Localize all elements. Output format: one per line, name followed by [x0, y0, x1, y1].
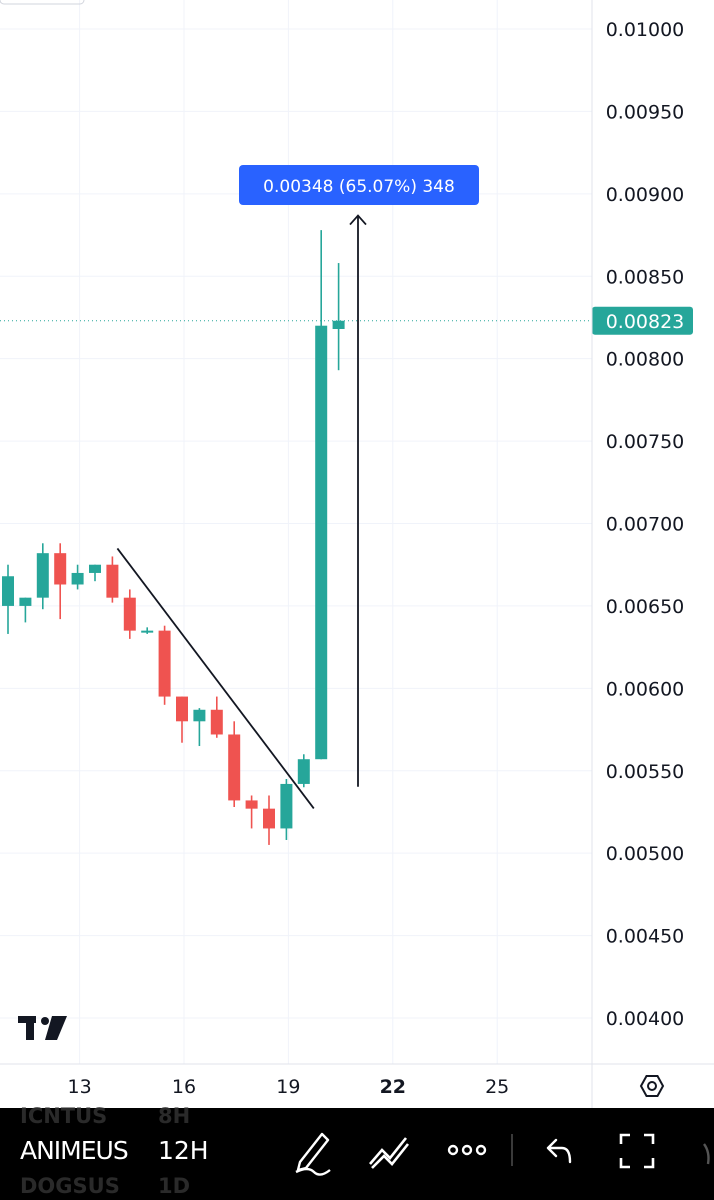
- pen-icon[interactable]: [290, 1128, 336, 1176]
- y-tick-label: 0.00450: [606, 926, 685, 948]
- annotations: 0.00348 (65.07%) 348: [0, 165, 592, 809]
- candle-body: [210, 709, 223, 735]
- candle-body: [19, 597, 32, 606]
- candle-body: [71, 572, 84, 585]
- candle-body: [297, 759, 310, 784]
- toolbar-separator: [511, 1134, 513, 1166]
- candle[interactable]: [280, 778, 293, 840]
- interval-ghost-top[interactable]: 8H: [158, 1104, 191, 1128]
- candle[interactable]: [315, 230, 328, 760]
- candle[interactable]: [36, 543, 49, 610]
- candle[interactable]: [2, 564, 14, 634]
- current-price-label-text: 0.00823: [606, 311, 685, 333]
- candle-body: [263, 808, 275, 829]
- symbol-selector[interactable]: ANIMEUS: [20, 1136, 129, 1165]
- candle-body: [54, 553, 67, 585]
- x-axis: 13 16 19 22 25: [68, 1076, 510, 1098]
- current-price-label-bg: [592, 306, 693, 335]
- candle[interactable]: [297, 754, 310, 788]
- candle-body: [245, 800, 258, 809]
- y-tick-label: 0.00700: [606, 514, 685, 536]
- y-tick-label: 0.00800: [606, 349, 685, 371]
- measure-label-text: 0.00348 (65.07%) 348: [263, 177, 455, 197]
- y-tick-label: 0.00900: [606, 184, 685, 206]
- measure-arrow-head: [349, 214, 367, 226]
- candle[interactable]: [158, 625, 171, 705]
- candle[interactable]: [332, 263, 345, 371]
- symbol-ghost-bottom[interactable]: DOGSUS: [20, 1174, 120, 1198]
- fullscreen-icon[interactable]: [618, 1132, 656, 1170]
- y-axis: 0.01000 0.00950 0.00900 0.00850 0.00800 0.007…: [592, 19, 693, 1030]
- current-price-label: 0.00823: [592, 306, 693, 335]
- x-tick-label: 16: [172, 1076, 196, 1098]
- candle-body: [176, 696, 188, 722]
- y-tick-label: 0.00550: [606, 761, 685, 783]
- candle-body: [158, 630, 171, 697]
- trend-line[interactable]: [116, 547, 315, 809]
- candles: [2, 230, 345, 845]
- candle-body: [332, 320, 345, 329]
- overflow-icon[interactable]: [700, 1138, 714, 1168]
- measure-label-bg: [239, 165, 479, 205]
- candle[interactable]: [89, 564, 101, 582]
- candle-body: [193, 709, 206, 722]
- x-tick-label: 13: [68, 1076, 92, 1098]
- candle-body: [106, 564, 119, 598]
- candle[interactable]: [106, 556, 119, 603]
- candle-body: [280, 783, 293, 829]
- undo-icon[interactable]: [542, 1136, 574, 1166]
- candle-body: [2, 576, 14, 606]
- candle-body: [228, 734, 241, 801]
- candle-body: [123, 597, 136, 631]
- more-icon[interactable]: [446, 1142, 488, 1158]
- candle[interactable]: [228, 721, 241, 808]
- candle[interactable]: [176, 696, 188, 743]
- measure-label[interactable]: 0.00348 (65.07%) 348: [239, 165, 479, 205]
- interval-selector[interactable]: 12H: [158, 1136, 209, 1165]
- candle[interactable]: [54, 543, 67, 620]
- candle-body: [141, 630, 154, 633]
- candle[interactable]: [123, 589, 136, 639]
- x-tick-label: 22: [380, 1076, 406, 1098]
- y-tick-label: 0.00750: [606, 431, 685, 453]
- candle-body: [36, 553, 49, 598]
- tradingview-logo: [18, 1016, 67, 1040]
- trend-line-icon[interactable]: [366, 1130, 412, 1174]
- candle[interactable]: [263, 795, 275, 845]
- y-tick-label: 0.00650: [606, 596, 685, 618]
- candle-body: [89, 564, 101, 573]
- candle[interactable]: [245, 795, 258, 829]
- y-tick-label: 0.00950: [606, 101, 685, 123]
- candlestick-chart[interactable]: 0.00348 (65.07%) 348 0.01000 0.00950 0.009…: [0, 0, 714, 1108]
- interval-ghost-bottom[interactable]: 1D: [158, 1174, 191, 1198]
- gear-icon[interactable]: [639, 1075, 665, 1097]
- y-tick-label: 0.00850: [606, 266, 685, 288]
- candle[interactable]: [210, 696, 223, 738]
- x-tick-label: 25: [485, 1076, 509, 1098]
- symbol-ghost-top[interactable]: ICNTUS: [20, 1104, 108, 1128]
- y-tick-label: 0.01000: [606, 19, 685, 41]
- candle-body: [315, 325, 328, 760]
- candle[interactable]: [19, 597, 32, 623]
- y-tick-label: 0.00500: [606, 843, 685, 865]
- candle[interactable]: [193, 708, 206, 747]
- candle[interactable]: [141, 627, 154, 634]
- y-tick-label: 0.00400: [606, 1008, 685, 1030]
- top-control[interactable]: [0, 0, 85, 5]
- bottom-toolbar: ICNTUS 8H ANIMEUS 12H DOGSUS 1D: [0, 1104, 714, 1200]
- x-tick-label: 19: [276, 1076, 300, 1098]
- chart-area[interactable]: 0.00348 (65.07%) 348 0.01000 0.00950 0.009…: [0, 0, 714, 1108]
- y-tick-label: 0.00600: [606, 678, 685, 700]
- candle[interactable]: [71, 564, 84, 590]
- chart-grid: [0, 0, 592, 1064]
